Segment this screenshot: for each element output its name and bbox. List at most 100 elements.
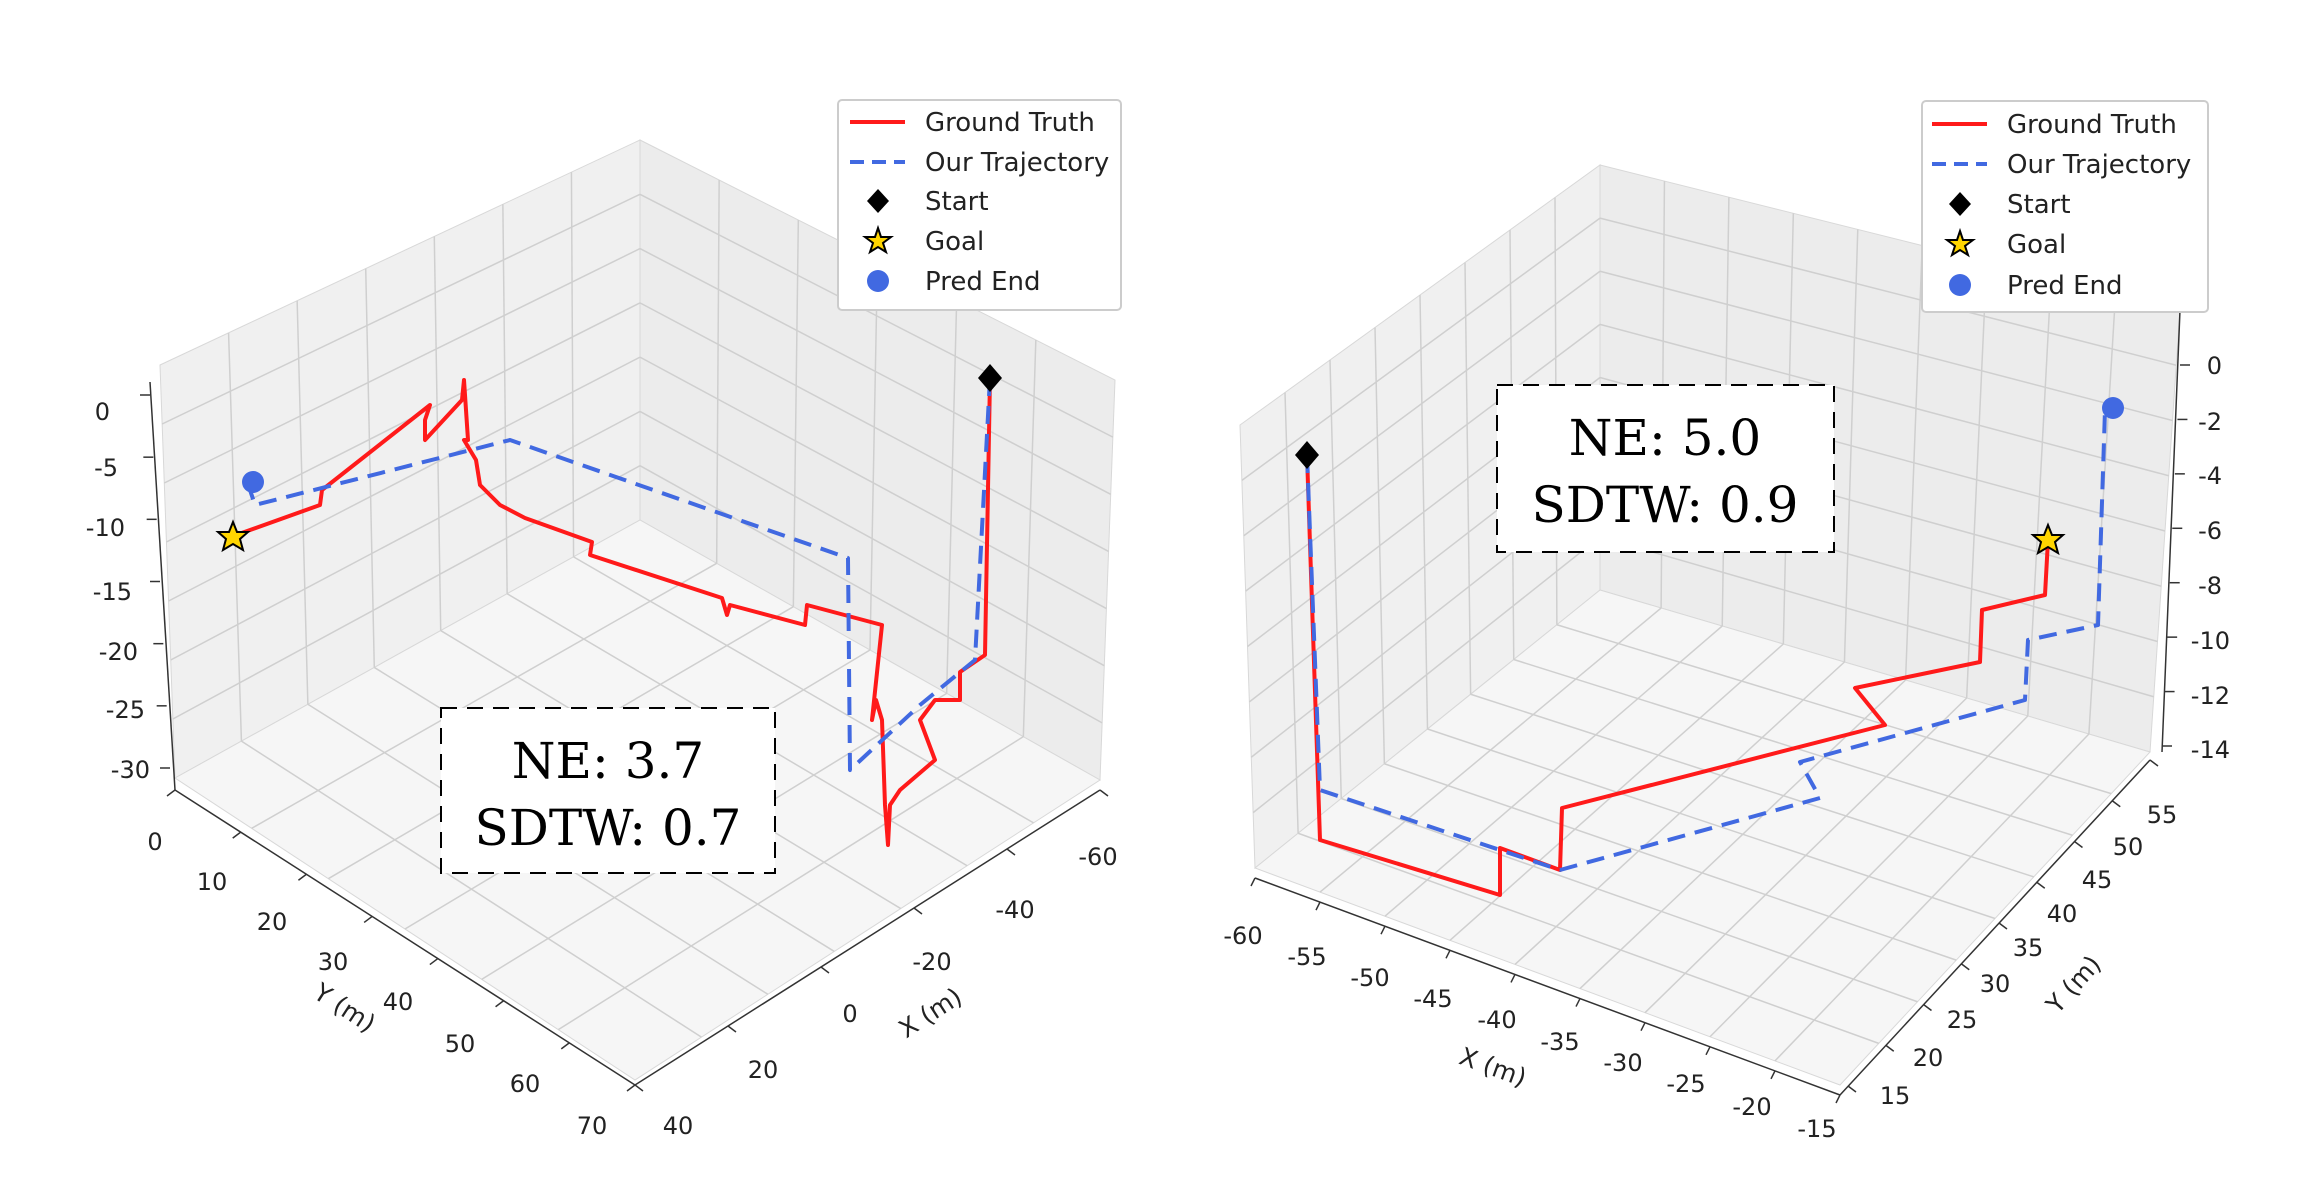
right-grid-floor-line [1297, 832, 1880, 1045]
right-pred-end-marker [2102, 397, 2124, 419]
right-y-tick-mark [1923, 1003, 1932, 1012]
right-z-tick-7: -14 [2191, 736, 2230, 764]
left-x-tick-mark [634, 1084, 644, 1092]
left-grid-floor-line [557, 736, 1024, 1031]
left-grid-back-left-line [163, 247, 641, 484]
left-z-tick-2: -10 [86, 514, 125, 542]
right-grid-back-left-line [1243, 270, 1601, 537]
left-y-tick-mark [626, 1084, 636, 1092]
right-y-axis-label: Y (m) [2040, 950, 2107, 1020]
left-z-tick-6: -30 [111, 756, 150, 784]
right-grid-floor-line [1384, 763, 1957, 961]
right-legend-traj-label: Our Trajectory [2007, 150, 2191, 180]
left-pred-end-marker [242, 471, 264, 493]
right-grid-back-left-line [1241, 217, 1601, 481]
left-x-tick-mark [913, 907, 923, 915]
right-grid-floor-line [1556, 624, 2112, 795]
left-grid-back-right-line [639, 302, 1109, 553]
left-y-tick-7: 70 [577, 1112, 608, 1140]
left-x-tick-3: 0 [842, 1000, 857, 1028]
left-legend-gt-label: Ground Truth [925, 108, 1095, 138]
right-y-tick-mark [2149, 759, 2159, 767]
left-y-axis-label: Y (m) [308, 977, 381, 1038]
left-y-tick-mark [166, 789, 176, 797]
left-legend-frame [837, 99, 1122, 311]
right-grid-floor-line [1709, 715, 2029, 1038]
right-sdtw-metric: SDTW: 0.9 [1532, 476, 1799, 534]
right-x-tick-0: -60 [1223, 922, 1262, 950]
left-legend-pred-swatch [867, 270, 889, 292]
left-grid-back-left-line [433, 236, 442, 631]
right-3d-plot: 0 -2 -4 -6 -8 -10 -12 -14 -60 -55 -50 -4… [1223, 100, 2230, 1143]
right-grid-back-left-line [1252, 536, 1601, 814]
right-goal-marker [2030, 522, 2066, 556]
left-grid-back-left-line [172, 465, 641, 720]
left-x-tick-mark [727, 1025, 737, 1033]
left-x-tick-0: -60 [1078, 843, 1117, 871]
left-x-axis-label: X (m) [894, 982, 968, 1044]
right-metrics-box [1496, 384, 1835, 553]
right-x-tick-mark [1315, 901, 1321, 911]
right-x-tick-7: -25 [1666, 1070, 1705, 1098]
left-x-tick-4: 20 [748, 1056, 779, 1084]
left-y-tick-mark [495, 1000, 505, 1008]
left-y-tick-4: 40 [383, 988, 414, 1016]
left-our-trajectory-line [248, 377, 992, 772]
right-x-tick-mark [1510, 974, 1516, 983]
left-y-tick-mark [363, 915, 373, 924]
right-y-tick-7: 50 [2113, 833, 2144, 861]
left-y-tick-5: 50 [445, 1030, 476, 1058]
left-y-tick-0: 0 [147, 828, 162, 856]
right-grid-floor-line [1514, 661, 1845, 965]
left-y-tick-mark [560, 1042, 570, 1050]
right-legend-pred-swatch [1949, 274, 1971, 296]
right-legend-goal-label: Goal [2007, 230, 2066, 260]
right-y-tick-mark [1998, 922, 2008, 930]
right-grid-floor-line [1384, 625, 1723, 917]
left-x-tick-mark [1099, 789, 1109, 797]
right-legend-goal-swatch [1944, 227, 1976, 258]
right-legend-start-swatch [1949, 192, 1971, 216]
right-y-axis-line [1839, 759, 2151, 1096]
right-y-tick-mark [1885, 1044, 1895, 1052]
right-y-tick-2: 25 [1947, 1006, 1978, 1034]
left-legend-pred-label: Pred End [925, 267, 1041, 297]
right-grid-floor-line [1774, 733, 2090, 1062]
left-x-tick-1: -40 [995, 896, 1034, 924]
left-grid [161, 172, 1114, 1038]
right-grid-floor-line [1319, 607, 1662, 893]
left-ne-metric: NE: 3.7 [512, 732, 705, 790]
left-grid-back-right-line [639, 356, 1107, 610]
left-z-tick-1: -5 [94, 454, 118, 482]
right-x-tick-mark [1445, 949, 1451, 959]
left-ground-truth-line [235, 377, 992, 847]
right-x-tick-mark [1705, 1046, 1711, 1056]
left-sdtw-metric: SDTW: 0.7 [475, 799, 742, 857]
right-x-tick-mark [1575, 998, 1581, 1007]
left-grid-back-left-line [502, 204, 508, 594]
right-x-tick-mark [1250, 877, 1256, 887]
left-legend-start-label: Start [925, 187, 989, 217]
right-x-tick-1: -55 [1287, 943, 1326, 971]
right-grid-back-left-line [1245, 323, 1601, 592]
left-y-tick-3: 30 [318, 948, 349, 976]
left-legend: Ground Truth Our Trajectory Start Goal P… [837, 99, 1122, 311]
right-z-tick-5: -10 [2191, 627, 2230, 655]
left-metrics-box [440, 707, 776, 874]
left-legend-goal-swatch [862, 224, 894, 255]
right-y-tick-6: 45 [2082, 866, 2113, 894]
right-x-tick-mark [1640, 1022, 1646, 1032]
left-x-tick-5: 40 [663, 1112, 694, 1140]
left-y-tick-2: 20 [257, 908, 288, 936]
left-grid-back-left-line [168, 356, 641, 602]
left-grid-back-right-line [639, 247, 1112, 495]
left-grid-back-left-line [166, 302, 641, 543]
left-grid-back-right-line [792, 219, 800, 607]
left-x-tick-mark [820, 966, 830, 974]
left-x-tick-mark [1006, 848, 1016, 856]
left-y-tick-mark [297, 873, 307, 881]
right-z-tick-1: -2 [2198, 408, 2222, 436]
right-legend-gt-label: Ground Truth [2007, 110, 2177, 140]
left-grid-back-left-line [170, 410, 641, 661]
right-y-tick-mark [2074, 840, 2083, 849]
